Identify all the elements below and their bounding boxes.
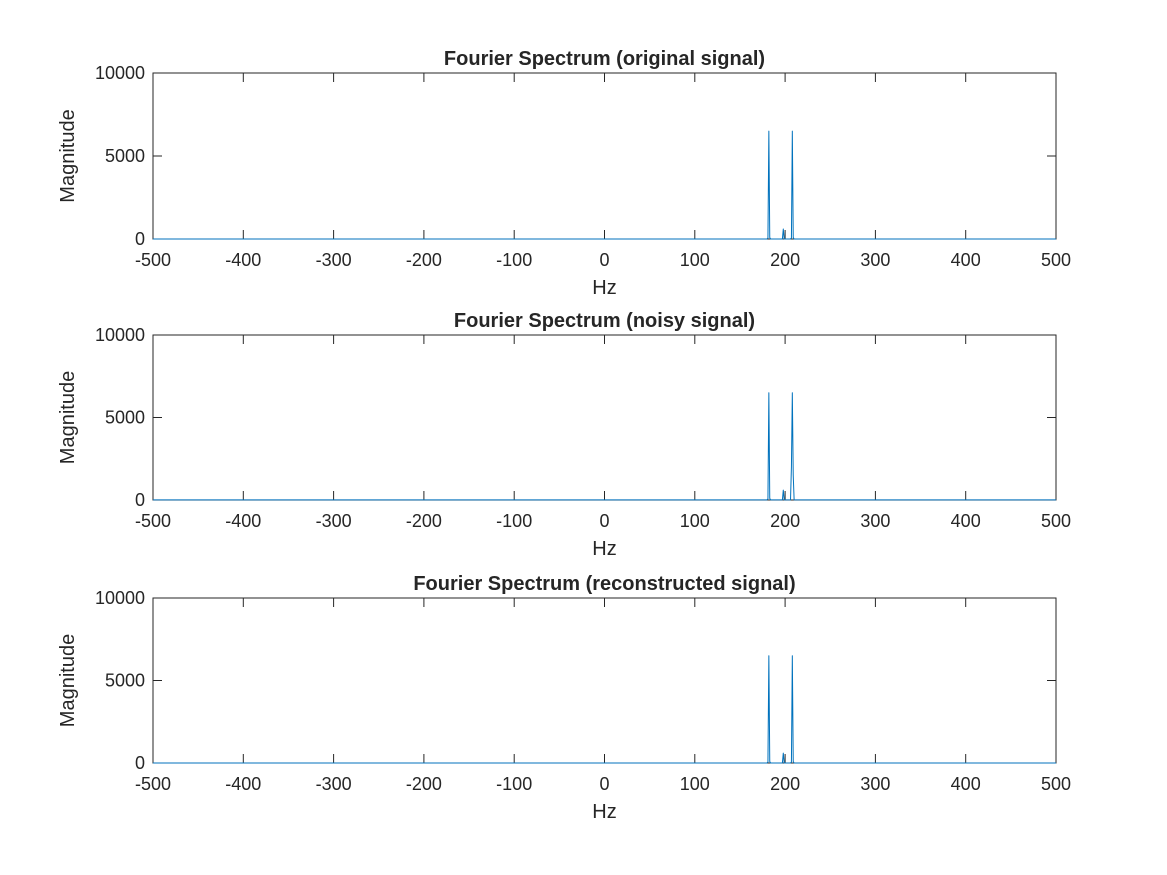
x-tick-label: -100: [496, 774, 532, 794]
spectrum-line-1: [153, 130, 1056, 240]
x-tick-label: 100: [680, 774, 710, 794]
y-axis-label: Magnitude: [57, 109, 79, 202]
x-tick-label: 500: [1041, 774, 1071, 794]
x-tick-label: -500: [135, 250, 171, 270]
x-tick-label: -100: [496, 511, 532, 531]
y-tick-label: 0: [135, 753, 145, 773]
x-tick-label: -300: [316, 511, 352, 531]
x-tick-label: 100: [680, 511, 710, 531]
x-tick-label: 400: [951, 511, 981, 531]
y-tick-label: 5000: [105, 408, 145, 428]
x-tick-label: 0: [599, 774, 609, 794]
x-tick-label: -300: [316, 250, 352, 270]
x-tick-label: -300: [316, 774, 352, 794]
subplot-1: -500 -400 -300 -200 -100 0 100 200 300 400 5000500…: [57, 48, 1071, 299]
x-tick-label: -100: [496, 250, 532, 270]
x-tick-label: 500: [1041, 511, 1071, 531]
x-tick-label: -400: [225, 511, 261, 531]
x-tick-label: 400: [951, 774, 981, 794]
x-axis-label: Hz: [592, 801, 616, 823]
chart-title: Fourier Spectrum (original signal): [444, 48, 765, 70]
spectrum-line-1: [153, 655, 1056, 764]
x-tick-label: 0: [599, 250, 609, 270]
x-tick-label: 100: [680, 250, 710, 270]
y-tick-label: 5000: [105, 146, 145, 166]
x-axis-label: Hz: [592, 277, 616, 299]
y-tick-label: 0: [135, 490, 145, 510]
x-tick-label: 500: [1041, 250, 1071, 270]
subplot-3: -500 -400 -300 -200 -100 0 100 200 300 400 5000500…: [57, 573, 1071, 823]
x-tick-label: 300: [860, 250, 890, 270]
chart-title: Fourier Spectrum (noisy signal): [454, 310, 755, 332]
x-tick-label: -500: [135, 511, 171, 531]
x-tick-label: 300: [860, 774, 890, 794]
x-tick-label: 200: [770, 511, 800, 531]
x-tick-label: 200: [770, 774, 800, 794]
y-axis-label: Magnitude: [57, 634, 79, 727]
x-tick-label: -200: [406, 511, 442, 531]
plot-area: [152, 597, 1057, 764]
x-tick-label: 200: [770, 250, 800, 270]
y-tick-label: 5000: [105, 671, 145, 691]
y-tick-label: 0: [135, 229, 145, 249]
y-tick-label: 10000: [95, 325, 145, 345]
x-tick-label: 400: [951, 250, 981, 270]
x-tick-label: 0: [599, 511, 609, 531]
y-tick-label: 10000: [95, 63, 145, 83]
plot-area: [152, 72, 1057, 240]
x-tick-label: -400: [225, 774, 261, 794]
y-tick-label: 10000: [95, 588, 145, 608]
y-axis-label: Magnitude: [57, 371, 79, 464]
subplot-2: -500 -400 -300 -200 -100 0 100 200 300 400 5000500…: [57, 310, 1071, 560]
x-axis-label: Hz: [592, 538, 616, 560]
x-tick-label: -200: [406, 250, 442, 270]
spectrum-line-1: [153, 392, 1056, 501]
x-tick-label: -500: [135, 774, 171, 794]
x-tick-label: 300: [860, 511, 890, 531]
chart-title: Fourier Spectrum (reconstructed signal): [413, 573, 795, 595]
x-tick-label: -400: [225, 250, 261, 270]
x-tick-label: -200: [406, 774, 442, 794]
plot-area: [152, 334, 1057, 501]
